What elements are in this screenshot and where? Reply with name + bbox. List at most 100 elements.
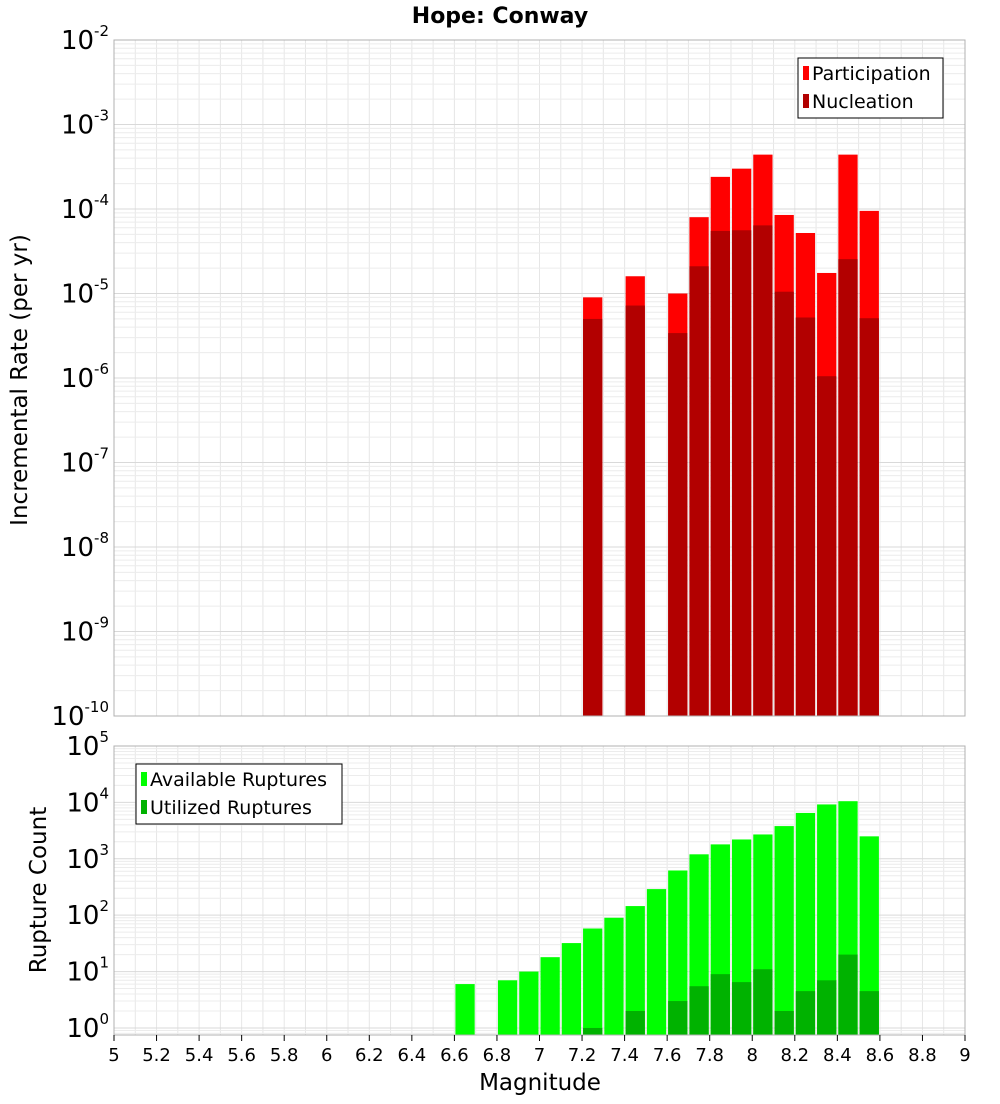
x-tick-label: 8.8: [908, 1045, 937, 1066]
x-tick-label: 6: [321, 1045, 332, 1066]
x-axis-label: Magnitude: [479, 1070, 601, 1096]
x-tick-label: 5.8: [270, 1045, 299, 1066]
bar-utilized-ruptures-8.25: [795, 991, 816, 1035]
x-tick-label: 7.4: [610, 1045, 639, 1066]
bar-nucleation-8.25: [795, 317, 816, 716]
bar-available-ruptures-7.65: [668, 870, 688, 1035]
y-tick-label: 10-4: [61, 191, 109, 225]
top-grid: [113, 39, 966, 717]
y-tick-label: 10-5: [61, 276, 109, 310]
bar-nucleation-8.35: [817, 376, 837, 716]
bar-nucleation-7.45: [625, 305, 645, 716]
bottom-grid: [113, 745, 966, 1035]
bar-nucleation-7.95: [731, 230, 752, 716]
bar-utilized-ruptures-8.55: [859, 991, 879, 1035]
bar-available-ruptures-7.15: [561, 943, 582, 1035]
bottom-legend: Available Ruptures Utilized Ruptures: [135, 763, 343, 825]
x-tick-label: 7: [534, 1045, 545, 1066]
y-tick-label: 104: [66, 784, 109, 818]
bottom-y-ticks: 100 101 102 103 104 105: [66, 728, 109, 1044]
x-tick-label: 7.2: [568, 1045, 597, 1066]
bar-available-ruptures-7.45: [625, 906, 645, 1035]
legend-swatch: [141, 800, 147, 814]
bar-available-ruptures-7.55: [646, 889, 667, 1035]
bar-available-ruptures-8.35: [817, 804, 837, 1035]
y-tick-label: 10-10: [51, 698, 109, 732]
top-bars: [583, 154, 879, 717]
bar-utilized-ruptures-7.95: [731, 982, 752, 1035]
bottom-chart-panel: 100 101 102 103 104 105 5 5.2 5.4 5.6 5.8 6 6.2 6.4 6…: [26, 728, 971, 1096]
bar-nucleation-7.75: [689, 266, 709, 716]
bar-available-ruptures-7.35: [604, 917, 624, 1035]
bar-nucleation-8.05: [753, 225, 773, 716]
y-tick-label: 102: [66, 897, 109, 931]
bar-available-ruptures-7.25: [583, 928, 603, 1035]
legend-label: Participation: [812, 63, 931, 85]
y-tick-label: 10-9: [61, 614, 109, 648]
bottom-y-axis-label: Rupture Count: [26, 807, 52, 973]
y-tick-label: 105: [66, 728, 109, 762]
bar-available-ruptures-6.95: [519, 971, 539, 1035]
legend-swatch: [141, 772, 147, 786]
bar-utilized-ruptures-8.35: [817, 980, 837, 1035]
bar-utilized-ruptures-8.15: [774, 1010, 794, 1035]
legend-label: Available Ruptures: [150, 769, 327, 791]
bar-utilized-ruptures-8.05: [753, 969, 773, 1035]
top-chart-panel: 10-10 10-9 10-8 10-7 10-6 10-5 10-4 10-3 10-2 In…: [7, 22, 966, 732]
bar-utilized-ruptures-7.25: [583, 1027, 603, 1035]
legend-box: [135, 763, 343, 825]
bar-available-ruptures-8.15: [774, 826, 794, 1035]
x-tick-label: 8: [747, 1045, 758, 1066]
legend-swatch: [803, 66, 809, 80]
y-tick-label: 103: [66, 841, 109, 875]
x-tick-label: 6.6: [440, 1045, 469, 1066]
x-tick-label: 6.8: [483, 1045, 512, 1066]
bar-available-ruptures-8.25: [795, 812, 816, 1035]
bar-utilized-ruptures-8.45: [838, 954, 858, 1035]
bar-nucleation-7.65: [668, 333, 688, 716]
x-tick-label: 6.2: [355, 1045, 384, 1066]
bar-utilized-ruptures-7.85: [710, 974, 730, 1035]
y-tick-label: 10-8: [61, 529, 109, 563]
x-tick-label: 5.4: [185, 1045, 214, 1066]
bar-available-ruptures-8.55: [859, 836, 879, 1035]
x-tick-label: 9: [959, 1045, 970, 1066]
x-tick-label: 6.4: [398, 1045, 427, 1066]
y-tick-label: 100: [66, 1010, 109, 1044]
y-tick-label: 10-3: [61, 107, 109, 141]
bar-nucleation-7.25: [583, 318, 603, 716]
chart-title: Hope: Conway: [412, 4, 588, 29]
bar-nucleation-8.15: [774, 291, 794, 716]
x-tick-label: 8.6: [866, 1045, 895, 1066]
top-y-ticks: 10-10 10-9 10-8 10-7 10-6 10-5 10-4 10-3 10-2: [51, 22, 109, 732]
legend-box: [797, 57, 944, 119]
y-tick-label: 10-2: [61, 22, 109, 56]
bar-nucleation-8.55: [859, 318, 879, 716]
legend-label: Utilized Ruptures: [150, 797, 312, 819]
bottom-bars: [455, 801, 879, 1035]
y-tick-label: 101: [66, 954, 109, 988]
legend-swatch: [803, 94, 809, 108]
x-tick-label: 7.8: [695, 1045, 724, 1066]
y-tick-label: 10-7: [61, 445, 109, 479]
bar-available-ruptures-6.85: [497, 980, 518, 1035]
x-tick-label: 5.6: [227, 1045, 256, 1066]
top-plot-frame: [113, 39, 966, 717]
x-tick-label: 5: [108, 1045, 119, 1066]
legend-label: Nucleation: [812, 91, 914, 113]
bar-available-ruptures-7.05: [540, 957, 560, 1035]
x-tick-label: 5.2: [142, 1045, 171, 1066]
bar-nucleation-8.45: [838, 259, 858, 716]
bar-utilized-ruptures-7.65: [668, 1001, 688, 1035]
top-y-axis-label: Incremental Rate (per yr): [7, 234, 33, 526]
bar-utilized-ruptures-7.75: [689, 986, 709, 1035]
bar-nucleation-7.85: [710, 230, 730, 717]
bar-utilized-ruptures-7.45: [625, 1010, 645, 1035]
x-ticks: 5 5.2 5.4 5.6 5.8 6 6.2 6.4 6.6 6.8 7 7.2 7.4 7.6 7.8 8…: [108, 1035, 971, 1066]
bar-available-ruptures-6.65: [455, 984, 475, 1035]
x-tick-label: 8.4: [823, 1045, 852, 1066]
x-tick-label: 8.2: [780, 1045, 809, 1066]
y-tick-label: 10-6: [61, 360, 109, 394]
